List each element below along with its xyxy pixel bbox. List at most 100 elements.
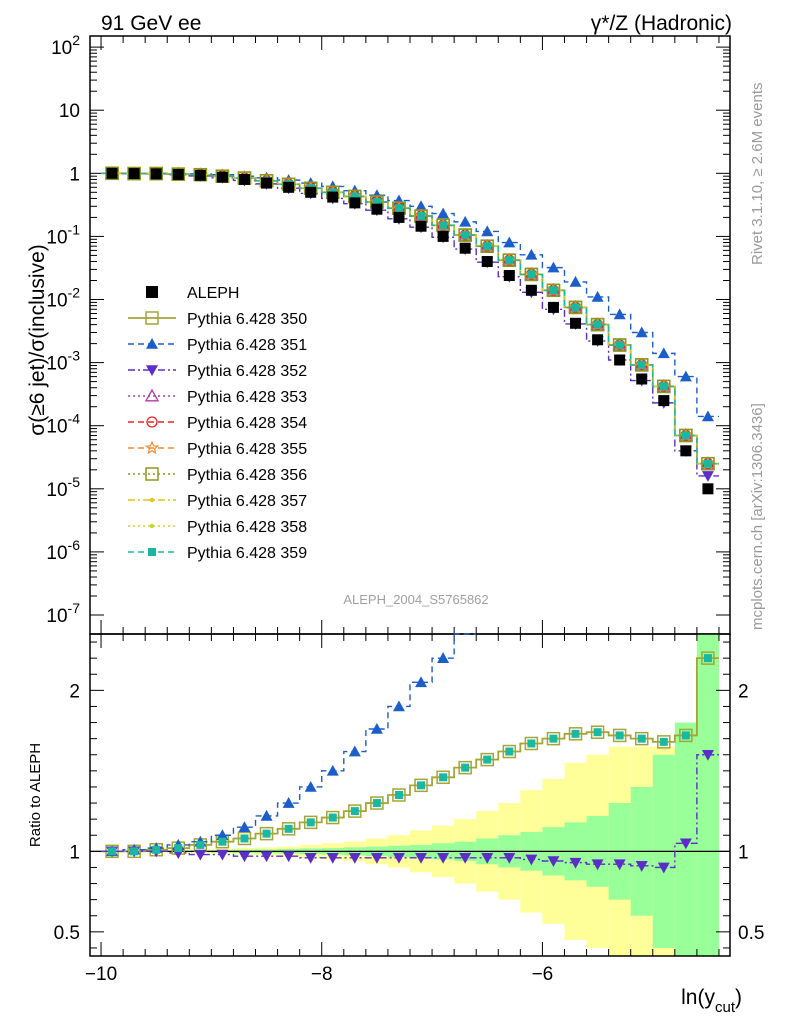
data-point [459,242,471,254]
ratio-point [437,652,450,663]
data-point [415,200,428,212]
ratio-point [259,826,274,841]
ratio-point [681,731,690,740]
ratio-point [306,818,315,827]
data-point [461,231,470,240]
ratio-point [237,831,252,846]
data-point [549,286,558,295]
ratio-point [527,739,536,748]
data-point [394,204,403,213]
legend-label: Pythia 6.428 351 [187,337,307,354]
ratio-overlay-9 [108,654,712,856]
header-right-title: γ*/Z (Hadronic) [591,12,732,35]
data-point [525,284,537,296]
ratio-point [701,651,715,665]
ratio-point [260,809,273,821]
data-point [437,230,449,242]
legend-marker [145,467,159,481]
ratio-point [303,815,318,830]
legend-marker [146,416,158,428]
data-point [283,181,295,193]
ratio-point [459,852,472,864]
legend-label: Pythia 6.428 353 [187,389,307,406]
data-point [350,192,359,201]
ratio-point [216,829,229,841]
legend-marker [149,497,155,503]
ratio-point [394,791,403,799]
data-point [481,256,493,268]
ratio-point [503,852,516,864]
data-point [305,186,317,198]
ratio-point [392,700,405,712]
legend-marker [146,365,158,376]
ratio-point [637,734,646,743]
uncertainty-band-green [696,634,719,956]
legend-label: ALEPH [187,285,239,302]
data-point [194,169,206,181]
main-y-axis-label: σ(≥6 jet)/σ(inclusive) [26,244,49,435]
data-point [547,261,560,273]
legend-label: Pythia 6.428 350 [187,311,307,328]
ratio-point [218,837,227,846]
data-point [613,308,626,320]
ratio-point [591,859,604,871]
ratio-point [326,764,339,776]
ratio-panel: 0.5 0.5 1 1 2 2 −10 −8 −6 [54,633,764,985]
data-point [150,168,162,180]
ratio-point [417,781,426,790]
data-point [701,410,714,422]
main-y-tick-label: 10-4 [46,411,80,438]
ratio-point [348,745,361,757]
ratio-point [350,807,359,816]
data-point [701,471,714,482]
data-point [503,270,515,282]
data-point [127,166,141,181]
ratio-point [679,838,692,850]
ratio-point [657,735,671,749]
data-point [439,221,448,230]
ratio-series-line [101,754,719,869]
legend-label: Pythia 6.428 352 [187,363,307,380]
data-point [636,373,648,385]
main-y-tick-label: 10-7 [46,600,80,627]
ratio-point [590,725,605,739]
ratio-point [612,728,627,743]
ratio-point [634,731,649,746]
ratio-point [458,760,472,775]
main-y-tick-label: 1 [69,164,80,185]
data-point [417,212,426,221]
legend-marker [149,523,155,529]
ratio-point [436,770,450,785]
main-y-tick-label: 10-3 [46,348,80,375]
ratio-point [437,852,450,864]
data-point [614,354,626,366]
side-text-mcplots: mcplots.cern.ch [arXiv:1306.3436] [749,403,766,630]
ratio-point [414,778,428,793]
data-point [591,290,604,302]
legend-marker [148,548,156,556]
ratio-point [701,749,714,761]
data-point [593,320,602,329]
ratio-point [348,804,362,818]
data-point [483,242,492,251]
legend-marker [144,388,160,402]
data-point [238,173,250,185]
data-point [637,360,646,369]
ratio-point [571,729,580,738]
ratio-point [284,824,293,833]
data-point [635,326,648,338]
ratio-point [679,728,693,743]
ratio-point [415,852,428,864]
ratio-point [659,737,668,746]
data-point [569,275,582,287]
data-point [371,203,383,215]
data-point [415,220,427,232]
ratio-point [613,859,626,871]
ratio-point [130,847,139,856]
legend: ALEPH Pythia 6.428 350 Pythia 6.428 351 Pyt… [128,285,307,562]
data-point [128,168,140,180]
series-line [101,172,719,465]
ratio-point [481,852,494,864]
x-axis-label: ln(ycut) [681,986,742,1016]
